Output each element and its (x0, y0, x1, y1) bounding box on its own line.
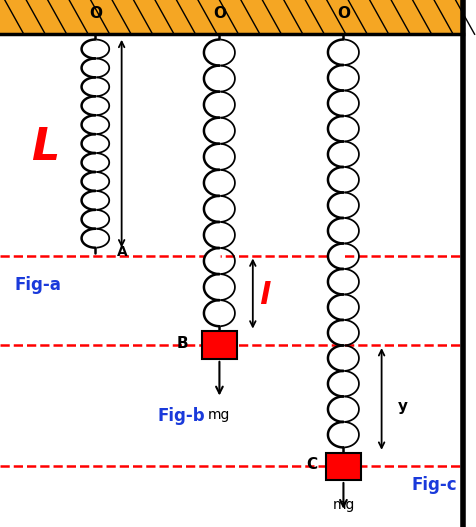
Text: A: A (117, 245, 128, 259)
Text: O: O (212, 6, 226, 21)
Bar (0, 0, 462, 34)
Text: Fig-a: Fig-a (15, 276, 61, 294)
Text: mg: mg (332, 498, 354, 512)
Text: mg: mg (208, 408, 230, 423)
Text: l: l (259, 280, 269, 310)
Text: O: O (89, 6, 102, 21)
Text: B: B (177, 336, 188, 351)
Text: C: C (306, 457, 317, 472)
Text: Fig-b: Fig-b (157, 407, 205, 425)
Text: y: y (397, 399, 407, 414)
Text: Fig-c: Fig-c (410, 476, 456, 494)
Text: L: L (31, 126, 60, 169)
Bar (201, 331, 237, 359)
Bar (325, 453, 360, 480)
Text: O: O (336, 6, 349, 21)
